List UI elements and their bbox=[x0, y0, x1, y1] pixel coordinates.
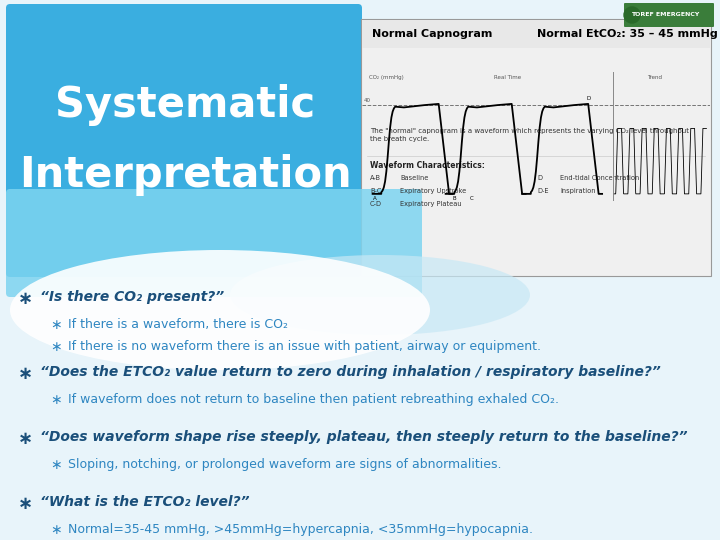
Text: If waveform does not return to baseline then patient rebreathing exhaled CO₂.: If waveform does not return to baseline … bbox=[68, 393, 559, 406]
Text: Trend: Trend bbox=[647, 76, 662, 80]
Text: “Does the ETCO₂ value return to zero during inhalation / respiratory baseline?”: “Does the ETCO₂ value return to zero dur… bbox=[40, 365, 661, 379]
Text: A-B: A-B bbox=[370, 175, 381, 181]
Text: D: D bbox=[537, 175, 542, 181]
Text: B: B bbox=[452, 195, 456, 201]
Text: “Does waveform shape rise steeply, plateau, then steeply return to the baseline?: “Does waveform shape rise steeply, plate… bbox=[40, 430, 688, 444]
Text: End-tidal Concentration: End-tidal Concentration bbox=[560, 175, 639, 181]
Text: ∗: ∗ bbox=[50, 393, 62, 407]
Text: ∗: ∗ bbox=[18, 365, 33, 383]
Text: Interpretation: Interpretation bbox=[19, 154, 351, 196]
Text: Normal=35-45 mmHg, >45mmHg=hypercapnia, <35mmHg=hypocapnia.: Normal=35-45 mmHg, >45mmHg=hypercapnia, … bbox=[68, 523, 533, 536]
Text: ∗: ∗ bbox=[50, 318, 62, 332]
Text: Systematic: Systematic bbox=[55, 84, 315, 126]
Text: CO₂ (mmHg): CO₂ (mmHg) bbox=[369, 76, 404, 80]
Text: ∗: ∗ bbox=[18, 495, 33, 513]
Text: C-D: C-D bbox=[370, 201, 382, 207]
FancyBboxPatch shape bbox=[361, 19, 711, 276]
Text: A: A bbox=[372, 195, 377, 201]
FancyBboxPatch shape bbox=[362, 20, 710, 48]
Circle shape bbox=[624, 7, 640, 23]
Text: If there is no waveform there is an issue with patient, airway or equipment.: If there is no waveform there is an issu… bbox=[68, 340, 541, 353]
Text: Inspiration: Inspiration bbox=[560, 188, 595, 194]
Text: ∗: ∗ bbox=[18, 430, 33, 448]
Text: Baseline: Baseline bbox=[400, 175, 428, 181]
Ellipse shape bbox=[10, 250, 430, 370]
Text: Normal Capnogram: Normal Capnogram bbox=[372, 29, 492, 39]
Text: If there is a waveform, there is CO₂: If there is a waveform, there is CO₂ bbox=[68, 318, 288, 331]
Text: “Is there CO₂ present?”: “Is there CO₂ present?” bbox=[40, 290, 224, 304]
Text: D-E: D-E bbox=[537, 188, 549, 194]
FancyBboxPatch shape bbox=[6, 4, 362, 277]
Text: “What is the ETCO₂ level?”: “What is the ETCO₂ level?” bbox=[40, 495, 250, 509]
FancyBboxPatch shape bbox=[624, 3, 714, 27]
Text: Sloping, notching, or prolonged waveform are signs of abnormalities.: Sloping, notching, or prolonged waveform… bbox=[68, 458, 502, 471]
Text: ∗: ∗ bbox=[50, 523, 62, 537]
Text: ∗: ∗ bbox=[18, 290, 33, 308]
Text: Normal EtCO₂: 35 – 45 mmHg: Normal EtCO₂: 35 – 45 mmHg bbox=[537, 29, 718, 39]
Text: ∗: ∗ bbox=[50, 458, 62, 472]
Text: Real Time: Real Time bbox=[495, 76, 521, 80]
FancyBboxPatch shape bbox=[6, 189, 422, 297]
Text: Expiratory Upstroke: Expiratory Upstroke bbox=[400, 188, 467, 194]
Text: ∗: ∗ bbox=[50, 340, 62, 354]
Text: Waveform Characteristics:: Waveform Characteristics: bbox=[370, 161, 485, 170]
Text: Expiratory Plateau: Expiratory Plateau bbox=[400, 201, 462, 207]
Text: The "normal" capnogram is a waveform which represents the varying CO₂ level thro: The "normal" capnogram is a waveform whi… bbox=[370, 128, 689, 142]
Text: 40: 40 bbox=[364, 98, 371, 103]
Text: C: C bbox=[470, 195, 474, 201]
Text: D: D bbox=[586, 97, 590, 102]
Ellipse shape bbox=[230, 255, 530, 335]
Text: B-C: B-C bbox=[370, 188, 382, 194]
Text: TOREF EMERGENCY: TOREF EMERGENCY bbox=[631, 12, 699, 17]
